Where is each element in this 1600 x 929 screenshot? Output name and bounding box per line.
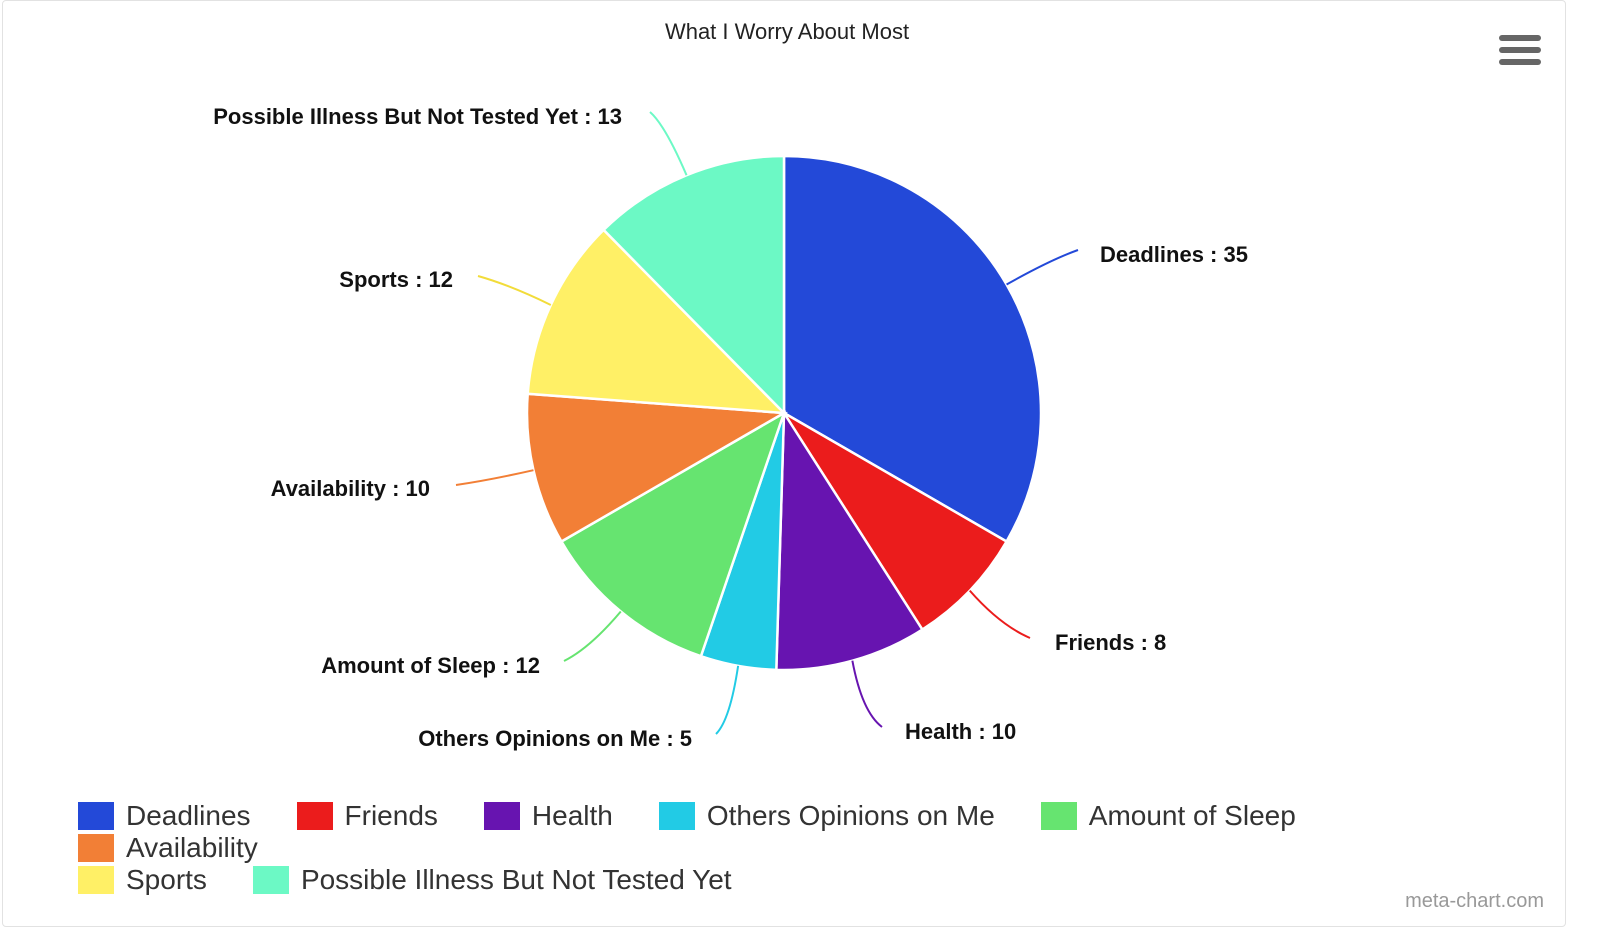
chart-container: What I Worry About Most: [2, 0, 1566, 927]
legend-item-friends[interactable]: Friends: [296, 800, 438, 832]
menu-bar: [1499, 35, 1541, 41]
legend-label: Friends: [344, 800, 438, 831]
pie-slice-possible-illness-but-not-tested-yet[interactable]: [601, 154, 786, 417]
data-label-connector: [477, 275, 552, 306]
legend-swatch: [1040, 802, 1077, 830]
data-label: Health : 10: [905, 719, 1016, 744]
legend-swatch: [78, 866, 114, 894]
data-label-connector: [455, 469, 534, 486]
legend-label: Possible Illness But Not Tested Yet: [300, 864, 732, 895]
legend-label: Others Opinions on Me: [706, 800, 995, 831]
legend-row: Deadlines Friends Health Others Opinions on…: [78, 800, 1518, 864]
legend-label: Availability: [126, 832, 258, 863]
legend-label: Amount of Sleep: [1088, 800, 1296, 831]
hamburger-menu-icon[interactable]: [1499, 35, 1541, 67]
menu-bar: [1499, 59, 1541, 65]
data-label-connector: [563, 610, 622, 662]
pie-slice-health[interactable]: [775, 408, 925, 672]
legend-label: Deadlines: [126, 800, 251, 831]
chart-legend: Deadlines Friends Health Others Opinions on…: [78, 800, 1518, 896]
legend-swatch: [78, 834, 114, 862]
data-label: Possible Illness But Not Tested Yet : 13: [213, 104, 622, 129]
legend-item-possible-illness-but-not-tested-yet[interactable]: Possible Illness But Not Tested Yet: [252, 864, 732, 896]
data-label: Deadlines : 35: [1100, 242, 1248, 267]
legend-item-sports[interactable]: Sports: [78, 864, 207, 896]
data-label: Amount of Sleep : 12: [321, 653, 540, 678]
data-label-connector: [715, 665, 740, 735]
data-label: Availability : 10: [271, 476, 430, 501]
data-label-connector: [969, 589, 1031, 639]
data-label: Others Opinions on Me : 5: [418, 726, 692, 751]
legend-item-deadlines[interactable]: Deadlines: [78, 800, 251, 832]
legend-swatch: [658, 802, 695, 830]
legend-swatch: [252, 866, 289, 894]
legend-item-amount-of-sleep[interactable]: Amount of Sleep: [1040, 800, 1296, 832]
pie-slice-deadlines[interactable]: [782, 154, 1043, 544]
menu-bar: [1499, 47, 1541, 53]
legend-label: Sports: [126, 864, 207, 895]
data-label: Friends : 8: [1055, 630, 1166, 655]
legend-item-others-opinions-on-me[interactable]: Others Opinions on Me: [658, 800, 995, 832]
legend-item-health[interactable]: Health: [483, 800, 613, 832]
legend-item-availability[interactable]: Availability: [78, 832, 258, 864]
credit-text: meta-chart.com: [1405, 890, 1544, 912]
legend-label: Health: [531, 800, 613, 831]
data-label-connector: [851, 660, 883, 728]
legend-swatch: [78, 802, 114, 830]
data-label: Sports : 12: [339, 267, 453, 292]
chart-title: What I Worry About Most: [664, 19, 910, 44]
data-label-connector: [1006, 249, 1079, 286]
pie-slice-sports[interactable]: [526, 228, 788, 415]
pie-chart: Deadlines : 35 Friends : 8 Health : 10 Othe…: [213, 104, 1248, 751]
legend-swatch: [296, 802, 333, 830]
data-label-connector: [649, 111, 688, 176]
legend-swatch: [483, 802, 520, 830]
legend-row: Sports Possible Illness But Not Tested Ye…: [78, 864, 1518, 896]
